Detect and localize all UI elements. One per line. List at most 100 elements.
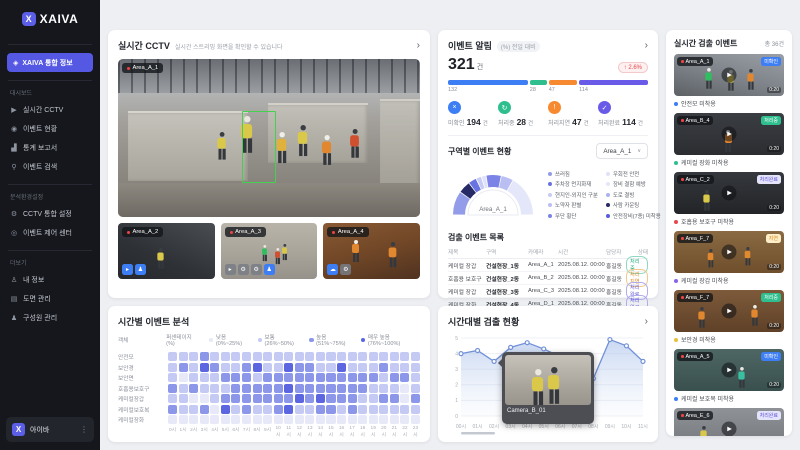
heatmap-cell xyxy=(241,352,251,361)
main-video[interactable]: Area_A_1 xyxy=(118,59,420,217)
detection-thumbnail[interactable]: Area_F_7 지연 ▶ 0:20 xyxy=(674,231,784,273)
camera-icon[interactable]: ▸ xyxy=(122,264,133,275)
x-tick-label: 2시 xyxy=(190,427,198,433)
cctv-thumbnail[interactable]: Area_A_4 ☁ ⚙ xyxy=(323,223,421,279)
legend-dot-icon xyxy=(605,182,610,186)
bullet-icon xyxy=(674,101,678,106)
person-icon[interactable]: ♟ xyxy=(135,264,146,275)
chevron-right-icon[interactable]: › xyxy=(644,39,648,51)
camera-icon[interactable]: ▸ xyxy=(224,264,236,275)
table-row[interactable]: 케미컬 장갑 건설현장_3동 Area_C_3 2025.08.12. 00:00 홍길… xyxy=(448,282,648,300)
x-tick-label: 7시 xyxy=(242,427,251,433)
heatmap-cell xyxy=(189,383,199,393)
heatmap-cell xyxy=(252,415,262,424)
recording-dot-icon xyxy=(229,230,233,234)
heatmap-cell xyxy=(263,352,273,361)
heatmap-cell xyxy=(347,373,357,382)
zone-legend-item: 우회전 안전 xyxy=(605,168,661,179)
detection-thumbnail[interactable]: Area_A_5 미확인 ▶ 0:20 xyxy=(674,349,784,391)
zone-select[interactable]: Area_A_1 ∨ xyxy=(596,143,648,159)
sidebar-item[interactable]: ⚲ 이벤트 검색 xyxy=(0,157,100,176)
camera-label-chip: Area_A_3 xyxy=(224,227,266,237)
sidebar-item[interactable]: ⚙ CCTV 통합 설정 xyxy=(0,204,100,223)
detection-thumbnail[interactable]: Area_F_7 처리중 ▶ 0:20 xyxy=(674,290,784,332)
heatmap-cell xyxy=(294,373,304,382)
worker-figure xyxy=(532,369,544,405)
x-tick-label: 20시 xyxy=(381,425,387,438)
play-button-icon[interactable]: ▶ xyxy=(721,421,737,436)
detection-card[interactable]: Area_F_7 처리중 ▶ 0:20 보안경 미착용 xyxy=(674,290,784,344)
sidebar-item[interactable]: ▟ 통계 보고서 xyxy=(0,138,100,157)
heatmap-cell xyxy=(400,394,410,403)
play-button-icon[interactable]: ▶ xyxy=(721,303,737,319)
recording-dot-icon xyxy=(681,119,684,122)
cctv-thumbnail[interactable]: Area_A_3 ▸ ⚙ ⚙ ♟ xyxy=(220,223,318,279)
heatmap-cell xyxy=(210,404,220,414)
table-title: 검출 이벤트 목록 xyxy=(448,233,504,242)
play-button-icon[interactable]: ▶ xyxy=(721,362,737,378)
heatmap-row: 케미컬보호복 xyxy=(118,404,420,414)
detection-card[interactable]: Area_E_6 처리완료 ▶ xyxy=(674,408,784,436)
svg-text:09시: 09시 xyxy=(605,424,615,430)
sidebar-item[interactable]: ▤ 도면 관리 xyxy=(0,289,100,308)
cctv-thumbnail[interactable]: Area_A_2 ▸ ♟ xyxy=(118,223,215,279)
legend-label: 높음(51%~75%) xyxy=(316,335,346,347)
detection-card[interactable]: Area_A_5 미확인 ▶ 0:20 케미컬 보호복 미착용 xyxy=(674,349,784,403)
legend-dot-icon xyxy=(548,203,552,207)
heatmap-cell xyxy=(210,373,220,382)
heatmap-cell xyxy=(294,394,304,403)
bullet-icon xyxy=(674,278,678,283)
sidebar-item[interactable]: ♟ 구성원 관리 xyxy=(0,308,100,327)
detection-thumbnail[interactable]: Area_B_4 처리중 ▶ 0:20 xyxy=(674,113,784,155)
event-status-icon: ◉ xyxy=(10,125,18,133)
cloud-icon[interactable]: ☁ xyxy=(327,264,339,275)
heatmap-cell xyxy=(199,362,209,372)
scene-floor xyxy=(118,183,420,217)
detection-card[interactable]: Area_B_4 처리중 ▶ 0:20 케미컬 장화 미착용 xyxy=(674,113,784,167)
gear-icon[interactable]: ⚙ xyxy=(250,264,262,275)
sidebar-item[interactable]: ◉ 이벤트 현황 xyxy=(0,119,100,138)
worker-figure xyxy=(262,245,268,262)
scene-wall xyxy=(128,111,248,181)
heatmap-cell xyxy=(220,362,230,372)
heatmap-cell xyxy=(315,383,325,393)
table-row[interactable]: 호흡용 보호구 건설현장_2동 Area_B_2 2025.08.12. 00:00 홍… xyxy=(448,269,648,287)
sidebar-item-label: 실시간 CCTV xyxy=(23,106,64,114)
sidebar-item[interactable]: ▶ 실시간 CCTV xyxy=(0,100,100,119)
gear-icon[interactable]: ⚙ xyxy=(237,264,249,275)
detection-card[interactable]: Area_C_2 처리완료 ▶ 0:20 호흡용 보호구 미착용 xyxy=(674,172,784,226)
worker-figure xyxy=(547,367,559,403)
heatmap-cell xyxy=(326,373,336,382)
detection-thumbnail[interactable]: Area_E_6 처리완료 ▶ xyxy=(674,408,784,436)
gear-icon[interactable]: ⚙ xyxy=(340,264,352,275)
detection-card[interactable]: Area_A_1 미확인 ▶ 0:20 안전모 미착용 xyxy=(674,54,784,108)
sidebar-item-overview[interactable]: ◈ XAIVA 통합 정보 xyxy=(7,53,93,72)
user-menu[interactable]: X 아이바 ⋮ xyxy=(6,417,94,442)
chevron-right-icon[interactable]: › xyxy=(644,315,648,327)
heatmap-cell xyxy=(379,362,389,372)
play-button-icon[interactable]: ▶ xyxy=(721,244,737,260)
detection-thumbnail[interactable]: Area_A_1 미확인 ▶ 0:20 xyxy=(674,54,784,96)
bullet-icon xyxy=(674,396,678,401)
play-button-icon[interactable]: ▶ xyxy=(721,67,737,83)
x-tick-label: 18시 xyxy=(359,425,366,438)
heatmap-cell xyxy=(400,383,410,393)
heatmap-cell xyxy=(337,415,347,424)
chevron-right-icon[interactable]: › xyxy=(416,39,420,51)
stat-label: 처리완료 xyxy=(598,121,621,127)
legend-dot-icon xyxy=(361,337,366,343)
detection-card[interactable]: Area_F_7 지연 ▶ 0:20 케미컬 장갑 미착용 xyxy=(674,231,784,285)
table-row[interactable]: 케미컬 장갑 건설현장_1동 Area_A_1 2025.08.12. 00:00 홍길… xyxy=(448,256,648,274)
thumbnail-toolbar: ▸ ♟ xyxy=(122,264,146,275)
sidebar-item[interactable]: ◎ 이벤트 제어 센터 xyxy=(0,223,100,242)
detection-thumbnail[interactable]: Area_C_2 처리완료 ▶ 0:20 xyxy=(674,172,784,214)
play-button-icon[interactable]: ▶ xyxy=(721,126,737,142)
play-button-icon[interactable]: ▶ xyxy=(721,185,737,201)
heatmap-cell xyxy=(337,383,347,393)
sidebar-item[interactable]: ♙ 내 정보 xyxy=(0,270,100,289)
stacked-bar-labels: 132 28 47 114 xyxy=(448,87,648,93)
kebab-menu-icon[interactable]: ⋮ xyxy=(80,425,88,434)
person-icon[interactable]: ♟ xyxy=(263,264,275,275)
panel-hourly-detections: 시간대별 검출 현황 › 0 1 2 3 4 5 00시 01시 02시 03시 04시 05시 06시… xyxy=(438,306,658,442)
legend-dot-icon xyxy=(548,171,552,176)
